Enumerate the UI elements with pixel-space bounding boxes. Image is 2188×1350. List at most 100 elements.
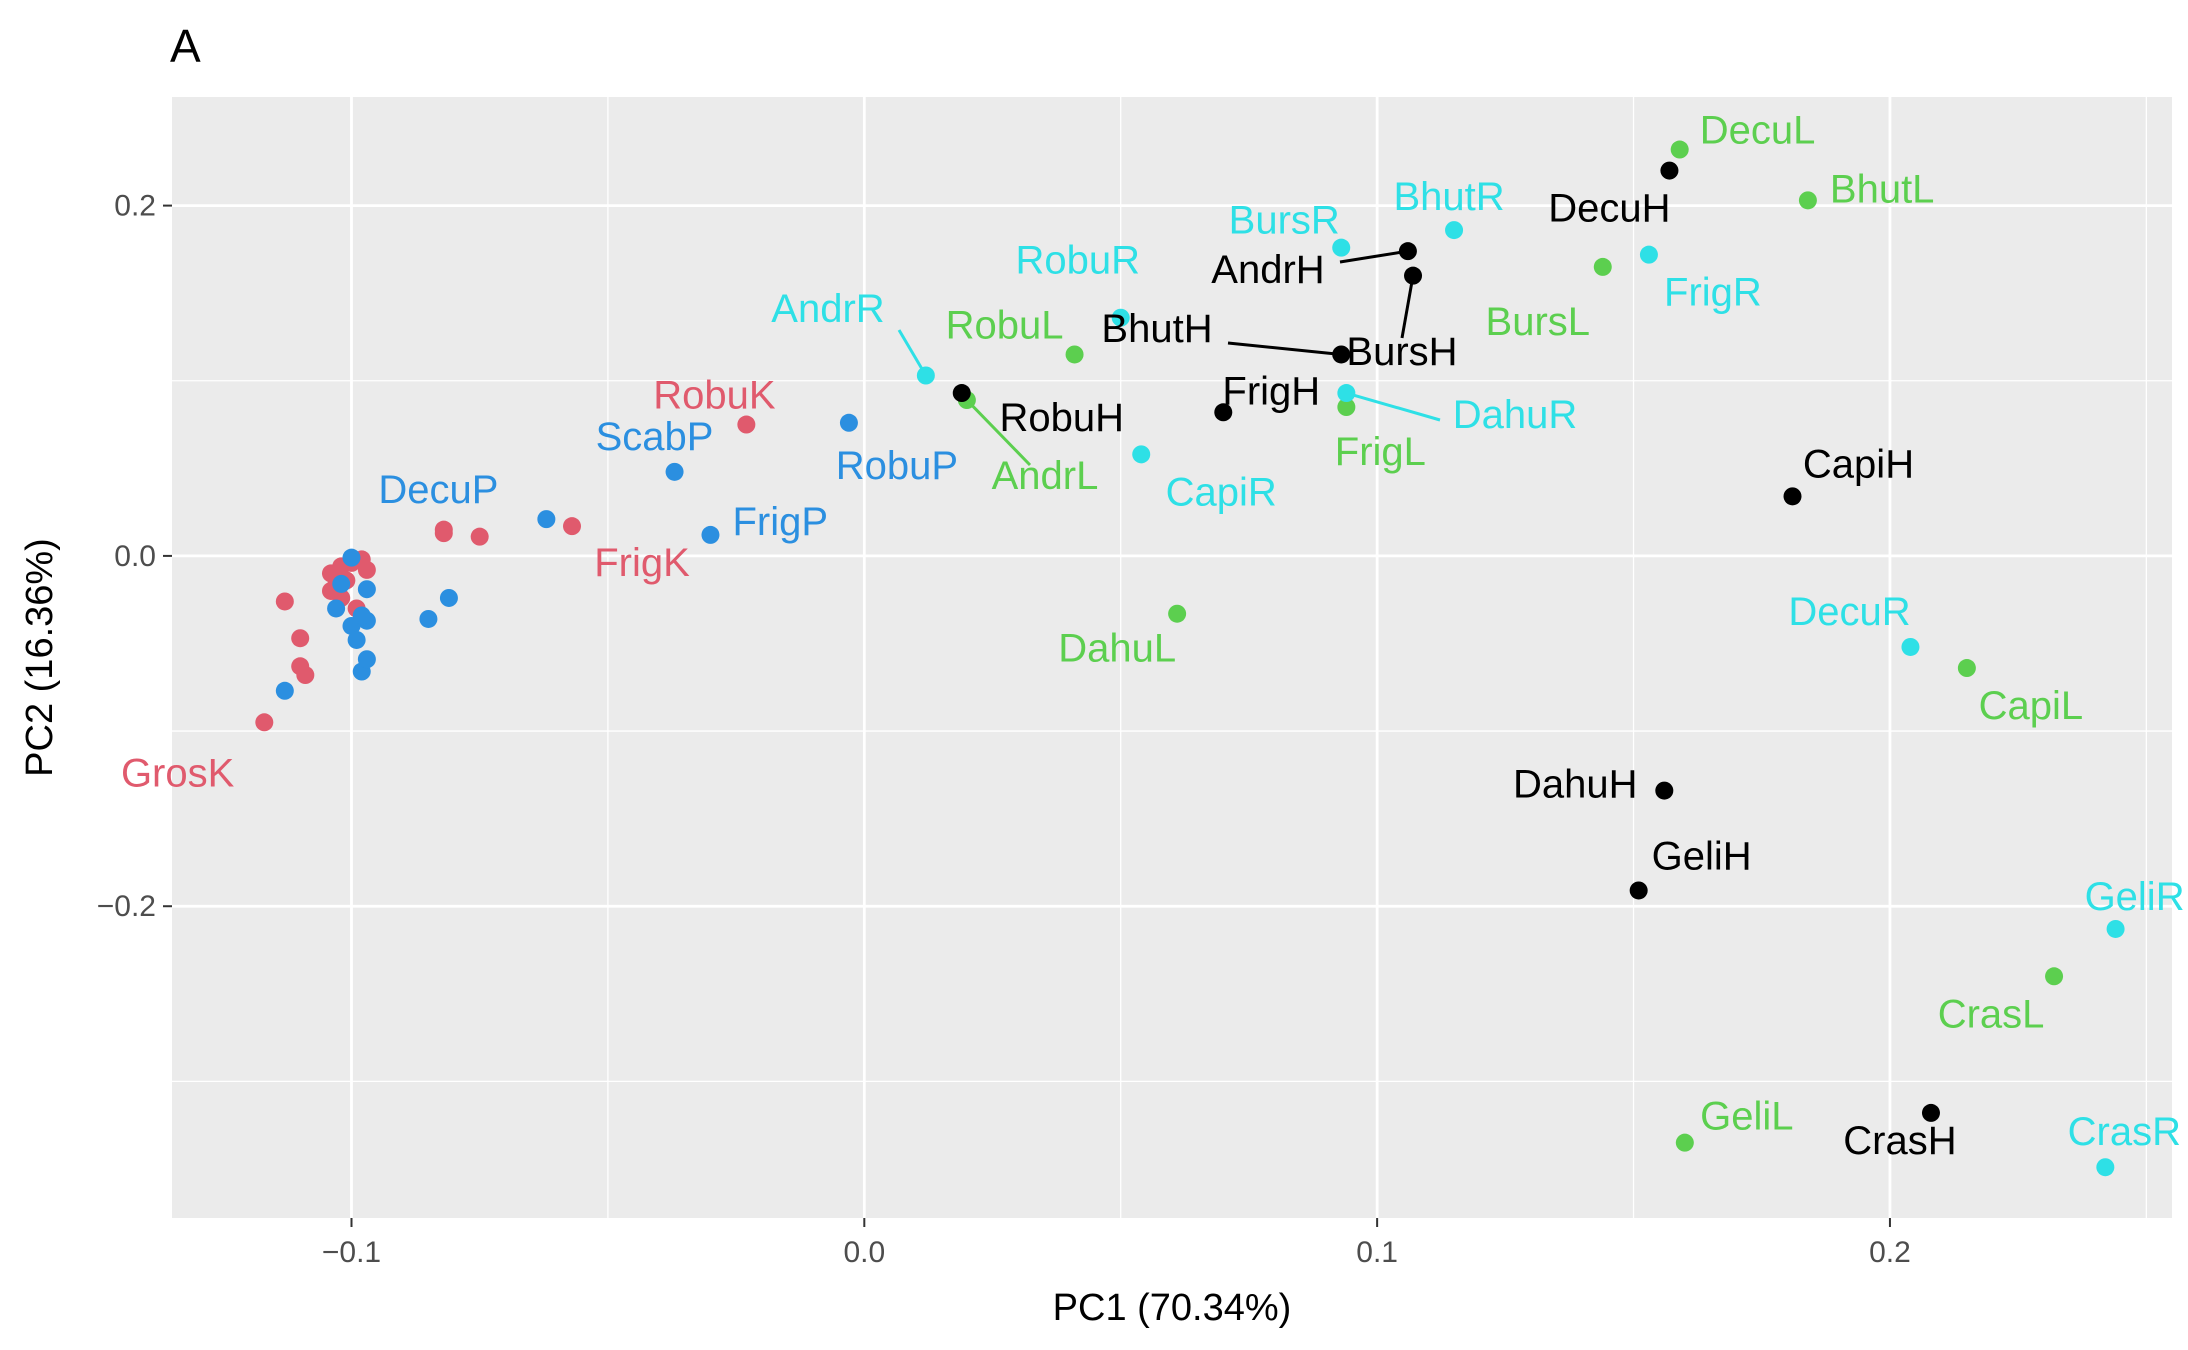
data-point [1132, 445, 1151, 464]
label-leader-line [1400, 275, 1415, 339]
point-label: GeliR [2085, 875, 2185, 919]
point-label: DecuH [1548, 187, 1670, 231]
label-leader-lines [897, 249, 1441, 467]
x-tick-label: 0.2 [1869, 1236, 1911, 1269]
data-point [1445, 221, 1464, 240]
data-point [1337, 398, 1356, 417]
data-point [296, 666, 315, 685]
point-label: AndrL [992, 454, 1099, 498]
x-tick-label: 0.1 [1356, 1236, 1398, 1269]
data-point [916, 366, 935, 385]
point-label: AndrH [1211, 248, 1324, 292]
point-label: FrigP [732, 500, 828, 544]
data-point [1065, 345, 1084, 364]
panel-label: A [170, 20, 201, 72]
data-point [737, 415, 756, 434]
data-point [439, 588, 458, 607]
label-leader-line [1339, 249, 1409, 264]
point-label: RobuR [1015, 239, 1140, 283]
data-point [357, 580, 376, 599]
data-point [1168, 604, 1187, 623]
point-label: BhutL [1830, 167, 1935, 211]
point-label: RobuP [836, 444, 958, 488]
data-point [291, 629, 310, 648]
point-label: CrasL [1938, 992, 2045, 1036]
data-point [1798, 191, 1817, 210]
grid-lines [172, 97, 2172, 1218]
data-point [839, 413, 858, 432]
point-label: ScabP [596, 415, 714, 459]
data-point [1214, 403, 1233, 422]
data-point [434, 524, 453, 543]
data-point [1593, 257, 1612, 276]
label-leader-line [1345, 391, 1441, 422]
point-label: RobuK [653, 374, 776, 418]
data-point [1337, 384, 1356, 403]
point-label: CapiL [1979, 684, 2084, 728]
y-axis-title: PC2 (16.36%) [19, 538, 61, 777]
data-point [255, 713, 274, 732]
data-point [1332, 345, 1351, 364]
data-point [357, 650, 376, 669]
data-points [255, 140, 2125, 1177]
data-point [1398, 242, 1417, 261]
data-point [357, 560, 376, 579]
data-point [701, 525, 720, 544]
data-point [1921, 1103, 1940, 1122]
point-label: CapiH [1803, 442, 1914, 486]
plot-panel-background [172, 97, 2172, 1218]
data-point [470, 527, 489, 546]
data-point [1901, 637, 1920, 656]
point-label: BursH [1346, 330, 1457, 374]
data-point [347, 630, 366, 649]
point-label: AndrR [771, 287, 884, 331]
data-point [1957, 659, 1976, 678]
data-point [952, 384, 971, 403]
point-label: DahuH [1513, 763, 1638, 807]
point-label: FrigR [1664, 271, 1762, 315]
point-label: DahuR [1453, 393, 1578, 437]
data-point [1655, 781, 1674, 800]
point-label: RobuL [946, 303, 1064, 347]
label-leader-line [1227, 341, 1342, 356]
data-point [352, 606, 371, 625]
label-leader-line [965, 398, 1032, 467]
data-point [1675, 1133, 1694, 1152]
point-label: BhutR [1393, 175, 1504, 219]
data-point [342, 548, 361, 567]
data-point [2096, 1158, 2115, 1177]
axis-ticks: −0.1 0.0 0.1 0.2 −0.2 0.0 0.2 [97, 190, 1911, 1269]
point-label: FrigH [1222, 369, 1320, 413]
point-label: FrigL [1335, 430, 1426, 474]
data-point [332, 574, 351, 593]
point-label: CrasH [1843, 1119, 1956, 1163]
data-point [1783, 487, 1802, 506]
point-label: FrigK [594, 541, 690, 585]
data-point [1111, 308, 1130, 327]
data-point [665, 462, 684, 481]
point-label: DahuL [1058, 627, 1176, 671]
data-point [275, 681, 294, 700]
point-label: CrasR [2068, 1110, 2181, 1154]
data-point [327, 599, 346, 618]
data-point [419, 609, 438, 628]
y-tick-label: 0.2 [114, 190, 156, 223]
point-label: BursR [1229, 199, 1340, 243]
point-label: GeliH [1652, 834, 1752, 878]
data-point [1332, 238, 1351, 257]
x-tick-label: 0.0 [843, 1236, 885, 1269]
point-label: DecuL [1700, 109, 1816, 153]
y-tick-label: 0.0 [114, 540, 156, 573]
data-point [1639, 245, 1658, 264]
data-point [1670, 140, 1689, 159]
data-point [2106, 919, 2125, 938]
data-point [563, 517, 581, 536]
data-point [1660, 161, 1679, 180]
point-label: DecuP [378, 468, 498, 512]
data-point [2045, 967, 2064, 986]
data-point [1629, 881, 1648, 900]
x-axis-title: PC1 (70.34%) [1053, 1287, 1292, 1329]
point-label: CapiR [1166, 470, 1277, 514]
point-label: GeliL [1700, 1095, 1793, 1139]
